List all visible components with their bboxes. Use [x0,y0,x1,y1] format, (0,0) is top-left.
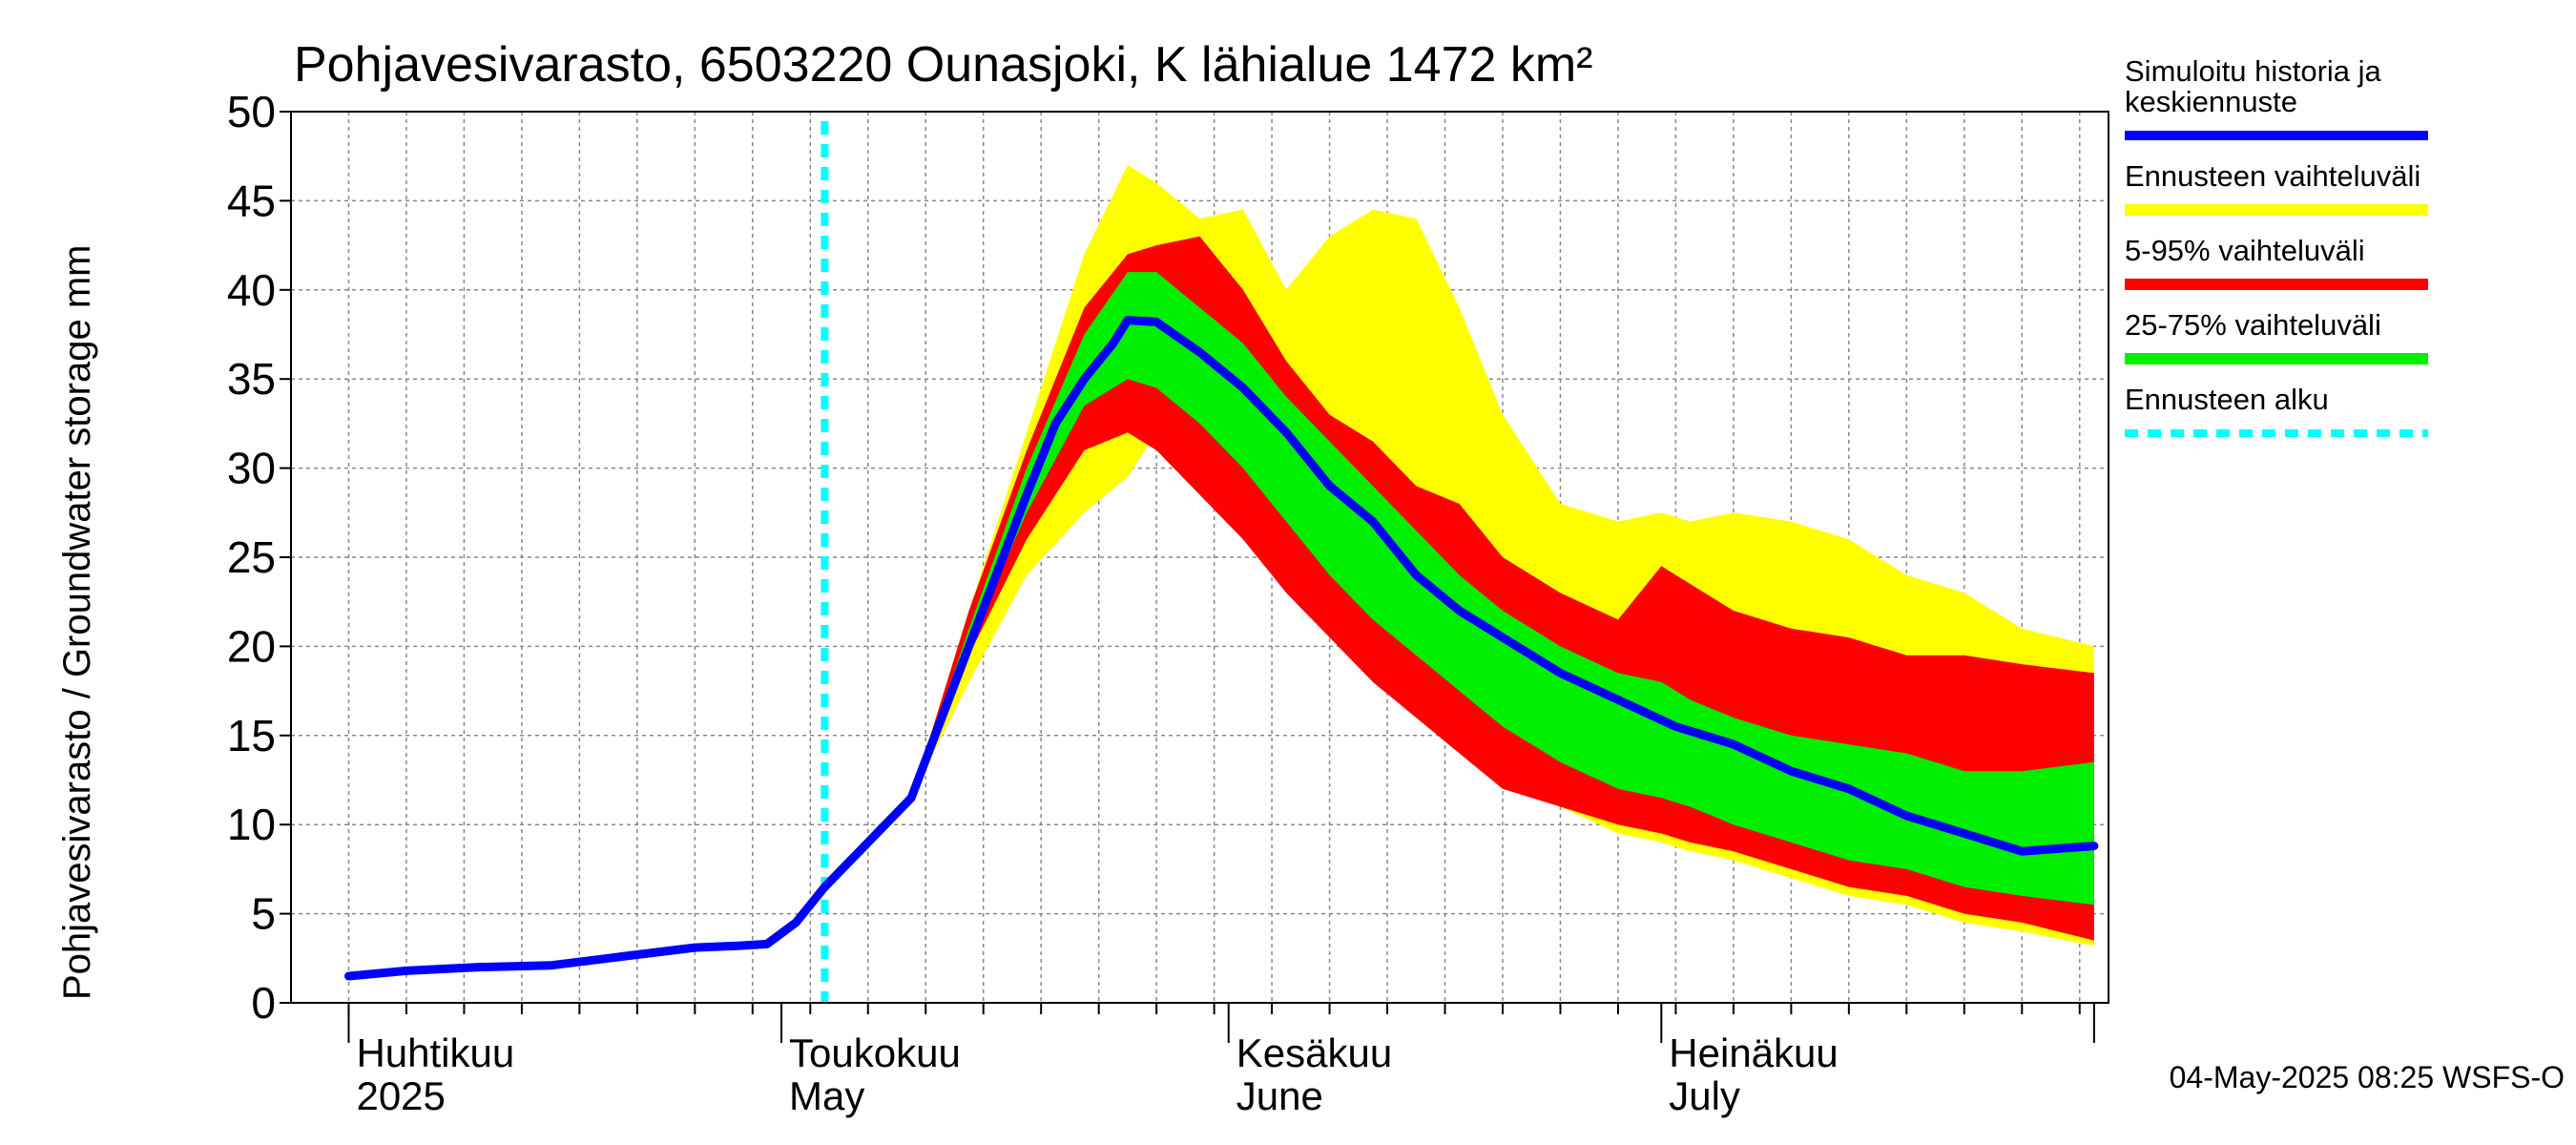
legend: Simuloitu historia ja keskiennuste Ennus… [2125,54,2428,437]
x-month-label: Toukokuu [789,1030,961,1075]
footer-timestamp: 04-May-2025 08:25 WSFS-O [2170,1060,2565,1094]
x-month-sublabel: 2025 [356,1073,445,1118]
y-tick-label: 5 [251,889,276,939]
x-month-label: Kesäkuu [1236,1030,1392,1075]
median-series-line [820,316,2099,892]
y-axis: 0 5 10 15 20 25 30 35 40 45 50 [227,87,291,1028]
y-tick-label: 25 [227,532,276,582]
y-tick-label: 15 [227,711,276,760]
y-tick-label: 10 [227,800,276,849]
y-tick-label: 0 [251,978,276,1028]
band-25-75 [824,272,2094,906]
y-tick-label: 40 [227,265,276,315]
x-month-sublabel: May [789,1073,864,1118]
y-tick-label: 35 [227,354,276,404]
y-tick-label: 30 [227,444,276,493]
y-tick-label: 20 [227,621,276,671]
legend-label-full-range: Ennusteen vaihteluväli [2125,159,2420,193]
legend-label-forecast-start: Ennusteen alku [2125,383,2329,416]
x-month-label: Heinäkuu [1669,1030,1838,1075]
y-tick-label: 45 [227,176,276,225]
legend-label-history-line1: Simuloitu historia ja [2125,54,2382,88]
legend-label-history-line2: keskiennuste [2125,85,2297,118]
x-month-sublabel: June [1236,1073,1323,1118]
history-series-line [344,883,829,981]
chart-title: Pohjavesivarasto, 6503220 Ounasjoki, K l… [294,37,1593,93]
y-axis-label: Pohjavesivarasto / Groundwater storage m… [56,245,98,1000]
x-month-sublabel: July [1669,1073,1740,1118]
plot-area [290,111,2109,1004]
x-month-label: Huhtikuu [356,1030,514,1075]
legend-label-25-75: 25-75% vaihteluväli [2125,308,2381,342]
legend-label-5-95: 5-95% vaihteluväli [2125,234,2365,267]
y-tick-label: 50 [227,87,276,136]
